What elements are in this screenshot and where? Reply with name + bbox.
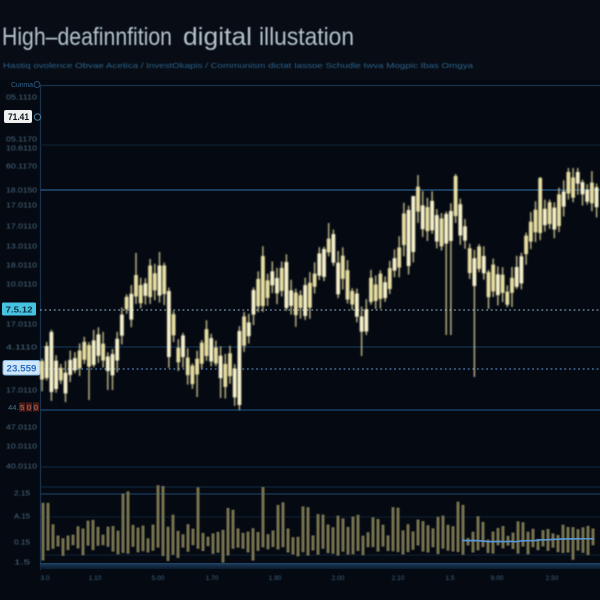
svg-text:A.15: A.15 [14, 512, 30, 521]
svg-text:High–deafinnfition: High–deafinnfition [2, 23, 172, 51]
svg-text:7.5.12: 7.5.12 [6, 305, 33, 315]
svg-text:0.15: 0.15 [14, 538, 30, 547]
svg-text:18.0150: 18.0150 [6, 186, 37, 195]
svg-text:17.0110: 17.0110 [6, 320, 37, 329]
svg-text:23.559: 23.559 [7, 364, 37, 374]
svg-text:2.00: 2.00 [332, 575, 345, 582]
svg-text:1.90: 1.90 [269, 575, 282, 582]
svg-text:9.00: 9.00 [491, 575, 504, 582]
svg-text:05.1170: 05.1170 [6, 135, 37, 144]
svg-text:illustation: illustation [259, 23, 354, 51]
svg-text:10.0110: 10.0110 [6, 280, 37, 289]
svg-text:17.0110: 17.0110 [6, 201, 37, 210]
svg-text:1.10: 1.10 [89, 575, 102, 582]
svg-text:2.10: 2.10 [392, 575, 405, 582]
svg-text:05.1110: 05.1110 [6, 93, 37, 102]
svg-text:1.70: 1.70 [206, 575, 219, 582]
svg-text:1.5: 1.5 [14, 558, 30, 567]
svg-text:2.15: 2.15 [14, 489, 30, 498]
svg-text:18.0110: 18.0110 [6, 261, 37, 270]
svg-text:Hastiq ovolence Obvae Acetica: Hastiq ovolence Obvae Acetica / InvestOk… [3, 61, 474, 70]
svg-text:40.0110: 40.0110 [6, 462, 37, 471]
svg-text:13.0110: 13.0110 [6, 242, 37, 251]
svg-text:2.50: 2.50 [546, 575, 559, 582]
svg-text:17.0110: 17.0110 [6, 222, 37, 231]
svg-text:1.5: 1.5 [445, 575, 454, 582]
svg-text:4.1110: 4.1110 [6, 343, 37, 352]
svg-text:44.: 44. [8, 403, 19, 412]
svg-text:5 0 0: 5 0 0 [20, 403, 38, 412]
svg-text:47.0110: 47.0110 [6, 423, 37, 432]
svg-text:3.0: 3.0 [40, 575, 49, 582]
svg-text:71.41: 71.41 [8, 112, 29, 122]
svg-text:17.0110: 17.0110 [6, 386, 37, 395]
svg-text:digital: digital [183, 23, 252, 51]
svg-text:60.1170: 60.1170 [6, 162, 37, 171]
svg-text:Cunma: Cunma [11, 82, 33, 89]
svg-text:10.6110: 10.6110 [6, 144, 37, 153]
svg-text:5.00: 5.00 [152, 575, 165, 582]
svg-text:10.0110: 10.0110 [6, 442, 37, 451]
